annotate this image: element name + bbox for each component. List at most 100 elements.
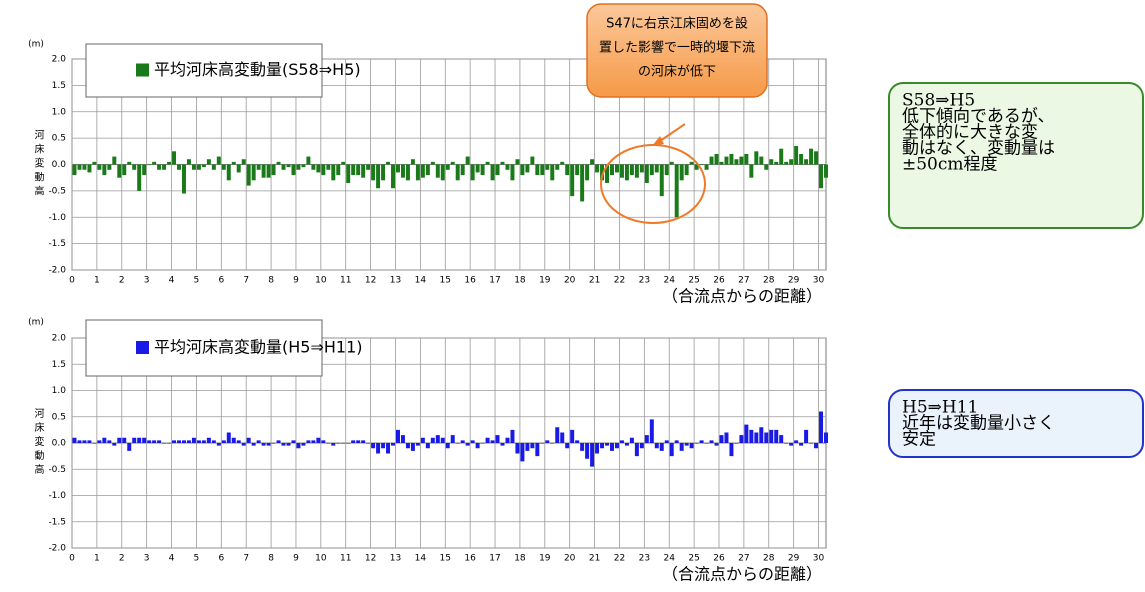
bar <box>759 156 764 165</box>
bar <box>624 164 629 181</box>
bar <box>251 443 256 446</box>
bar <box>147 440 152 443</box>
bar <box>142 437 147 443</box>
bar <box>196 440 201 443</box>
x-tick-label: 19 <box>539 554 551 564</box>
bar <box>241 443 246 446</box>
y-tick-label: 1.0 <box>52 107 67 117</box>
x-tick-label: 29 <box>788 276 800 286</box>
bar <box>246 164 251 186</box>
bar <box>286 164 291 168</box>
x-tick-label: 14 <box>415 276 427 286</box>
bar <box>87 164 92 173</box>
x-tick-label: 1 <box>94 554 100 564</box>
bar <box>102 164 107 176</box>
bar <box>92 161 97 165</box>
bar <box>545 440 550 443</box>
callout-box <box>586 3 768 98</box>
x-tick-label: 8 <box>268 554 274 564</box>
bar <box>819 411 824 443</box>
bar <box>445 164 450 170</box>
bar <box>92 443 97 444</box>
bar <box>271 164 276 176</box>
bar <box>381 443 386 449</box>
bar <box>266 164 271 178</box>
bar <box>689 161 694 165</box>
x-tick-label: 20 <box>564 276 576 286</box>
bar <box>769 159 774 165</box>
bar <box>425 443 430 449</box>
x-tick-label: 15 <box>440 554 451 564</box>
bar <box>590 443 595 467</box>
x-tick-label: 21 <box>589 554 600 564</box>
bar <box>575 440 580 443</box>
bar <box>769 429 774 443</box>
x-tick-label: 20 <box>564 554 576 564</box>
x-tick-label: 16 <box>464 554 476 564</box>
bar <box>276 161 281 165</box>
bar <box>206 159 211 165</box>
legend-label: 平均河床高変動量(H5⇒H11) <box>154 338 363 357</box>
bar <box>500 443 505 446</box>
bar <box>72 164 77 176</box>
x-tick-label: 4 <box>169 554 175 564</box>
legend-box <box>85 43 323 98</box>
bar <box>634 443 639 457</box>
bar <box>694 443 699 444</box>
bar <box>391 443 396 446</box>
bar <box>719 161 724 165</box>
bar <box>739 156 744 165</box>
note-line: S58⇒H5 <box>902 91 975 111</box>
bar <box>614 164 619 173</box>
bar <box>624 443 629 446</box>
x-tick-label: 25 <box>688 276 699 286</box>
bar <box>500 161 505 165</box>
note-line: 全体的に大きな変 <box>902 123 1038 143</box>
bar <box>311 440 316 443</box>
bar <box>515 159 520 165</box>
bar <box>610 164 614 176</box>
bar <box>191 437 196 443</box>
bar <box>714 153 719 165</box>
bar <box>395 164 400 173</box>
bar <box>729 153 734 165</box>
bar <box>664 440 669 443</box>
bar <box>191 164 196 170</box>
x-tick-label: 3 <box>144 554 150 564</box>
bar <box>600 164 605 181</box>
callout-line: 置した影響で一時的堰下流 <box>599 40 755 56</box>
bar <box>475 443 480 449</box>
bar <box>699 164 704 166</box>
bar <box>206 437 211 443</box>
x-tick-label: 2 <box>119 554 125 564</box>
bar <box>216 156 221 165</box>
x-tick-label: 27 <box>738 554 749 564</box>
bar <box>321 164 326 176</box>
x-tick-label: 28 <box>763 554 775 564</box>
bar <box>107 440 112 443</box>
bar <box>739 435 744 443</box>
x-tick-label: 24 <box>664 276 676 286</box>
x-axis-title: （合流点からの距離） <box>662 287 822 306</box>
bar <box>440 164 445 181</box>
x-tick-label: 19 <box>539 276 551 286</box>
bar <box>470 440 475 443</box>
y-tick-label: 2.0 <box>52 334 67 344</box>
y-tick-label: -1.5 <box>48 517 66 527</box>
bar <box>196 164 201 170</box>
bar <box>784 443 789 444</box>
bar <box>809 443 814 444</box>
note-line: 近年は変動量小さく <box>902 414 1055 434</box>
bar <box>485 161 490 165</box>
bar <box>420 164 425 178</box>
bar <box>605 443 610 446</box>
x-tick-label: 7 <box>243 554 249 564</box>
x-tick-label: 12 <box>365 554 376 564</box>
bar <box>684 164 689 176</box>
bar <box>326 443 331 444</box>
x-tick-label: 3 <box>144 276 150 286</box>
x-tick-label: 18 <box>514 276 526 286</box>
bar <box>132 164 137 170</box>
bar <box>744 424 749 443</box>
bar <box>291 440 296 443</box>
